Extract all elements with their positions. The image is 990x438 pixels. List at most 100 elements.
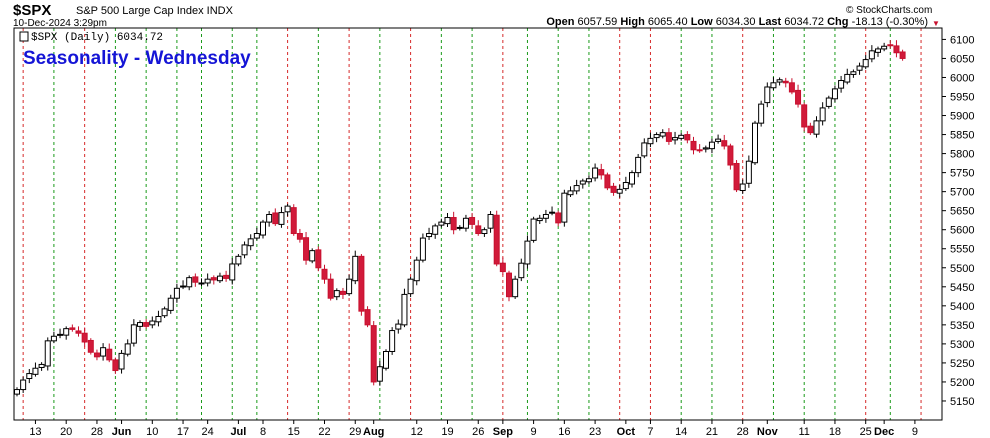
candle: [764, 82, 771, 108]
high-value: 6065.40: [647, 16, 688, 28]
chart-title: Seasonality - Wednesday: [23, 48, 251, 69]
candle: [684, 131, 691, 144]
candle: [850, 69, 857, 78]
candle: [155, 310, 162, 327]
y-tick-label: 5400: [950, 301, 974, 313]
candle: [782, 77, 789, 88]
candle: [616, 184, 623, 198]
quote-summary: Open 6057.59 High 6065.40 Low 6034.30 La…: [546, 16, 928, 28]
candle: [407, 276, 414, 298]
candle: [770, 77, 777, 91]
candle: [893, 40, 900, 58]
x-tick-label: 14: [675, 426, 687, 438]
candle: [795, 84, 802, 108]
candle: [321, 264, 328, 284]
candle: [106, 343, 113, 363]
candle: [524, 235, 531, 269]
candle: [493, 210, 500, 267]
candle: [383, 349, 389, 371]
candle: [567, 186, 574, 197]
candle: [426, 227, 433, 240]
candle: [549, 206, 556, 216]
candle: [530, 216, 537, 243]
x-tick-label: 8: [260, 426, 266, 438]
credit-label: © StockCharts.com: [846, 5, 933, 16]
candle: [38, 362, 45, 371]
wednesday-lines: [22, 28, 922, 420]
series-legend: $SPX (Daily) 6034.72: [31, 32, 163, 44]
x-axis: 13 20 28 Jun 10 17 24 Jul 8 15 22 29 Aug 12 19 26 Sep 9 16…: [29, 420, 918, 438]
x-tick-label: 9: [912, 426, 918, 438]
candle: [266, 211, 273, 227]
candles: [14, 40, 906, 397]
x-tick-label: 29: [349, 426, 361, 438]
x-tick-label: 10: [146, 426, 158, 438]
candle: [641, 138, 648, 159]
x-tick-label: 28: [91, 426, 103, 438]
candle: [868, 45, 875, 63]
x-tick-label: 13: [29, 426, 41, 438]
candle: [604, 172, 611, 191]
candle: [622, 176, 629, 191]
x-tick-label: 23: [589, 426, 601, 438]
candle: [192, 273, 199, 287]
open-value: 6057.59: [577, 16, 618, 28]
candle: [26, 369, 33, 384]
candle: [462, 214, 469, 232]
x-tick-label: 12: [411, 426, 423, 438]
candle: [585, 175, 592, 185]
candle: [130, 319, 137, 347]
y-tick-label: 5750: [950, 168, 974, 180]
candle: [752, 120, 758, 166]
candle: [555, 210, 562, 227]
candle: [309, 248, 316, 264]
candle: [672, 131, 679, 145]
y-tick-label: 5650: [950, 206, 974, 218]
y-tick-label: 5550: [950, 244, 974, 256]
candle: [173, 283, 180, 303]
candle: [260, 219, 266, 239]
change-value: -18.13 (-0.30%): [851, 16, 928, 28]
x-tick-label: 11: [798, 426, 809, 438]
y-tick-label: 5450: [950, 282, 974, 294]
candle: [290, 204, 297, 236]
candle: [881, 42, 888, 52]
candle: [475, 220, 482, 236]
candle: [216, 272, 223, 283]
y-tick-label: 5300: [950, 339, 974, 351]
candle: [788, 78, 795, 95]
candle: [647, 132, 654, 148]
candle: [364, 306, 371, 328]
last-value: 6034.72: [784, 16, 825, 28]
candle: [100, 343, 107, 361]
candle: [81, 327, 88, 347]
x-tick-label: Aug: [363, 426, 384, 438]
candle: [776, 77, 783, 86]
candle: [167, 294, 174, 314]
candle: [315, 246, 322, 272]
y-tick-label: 5150: [950, 396, 974, 408]
candle: [696, 144, 703, 153]
x-tick-label: 24: [202, 426, 214, 438]
candle: [32, 362, 39, 377]
candle: [844, 68, 851, 85]
candle: [14, 387, 20, 397]
candle: [721, 134, 728, 150]
candle: [20, 376, 27, 393]
candle: [296, 228, 303, 243]
candle: [223, 270, 230, 282]
change-label: Chg: [827, 16, 849, 28]
candle: [653, 132, 660, 143]
candle: [561, 189, 568, 227]
candle: [629, 170, 635, 188]
candle: [376, 361, 383, 386]
candle: [137, 320, 143, 331]
candle: [198, 278, 205, 287]
x-tick-label: 26: [472, 426, 484, 438]
candle: [481, 227, 488, 237]
candle: [339, 287, 346, 299]
candle: [401, 288, 408, 328]
x-tick-label: 15: [288, 426, 300, 438]
candle: [204, 273, 211, 287]
candle: [333, 288, 340, 301]
